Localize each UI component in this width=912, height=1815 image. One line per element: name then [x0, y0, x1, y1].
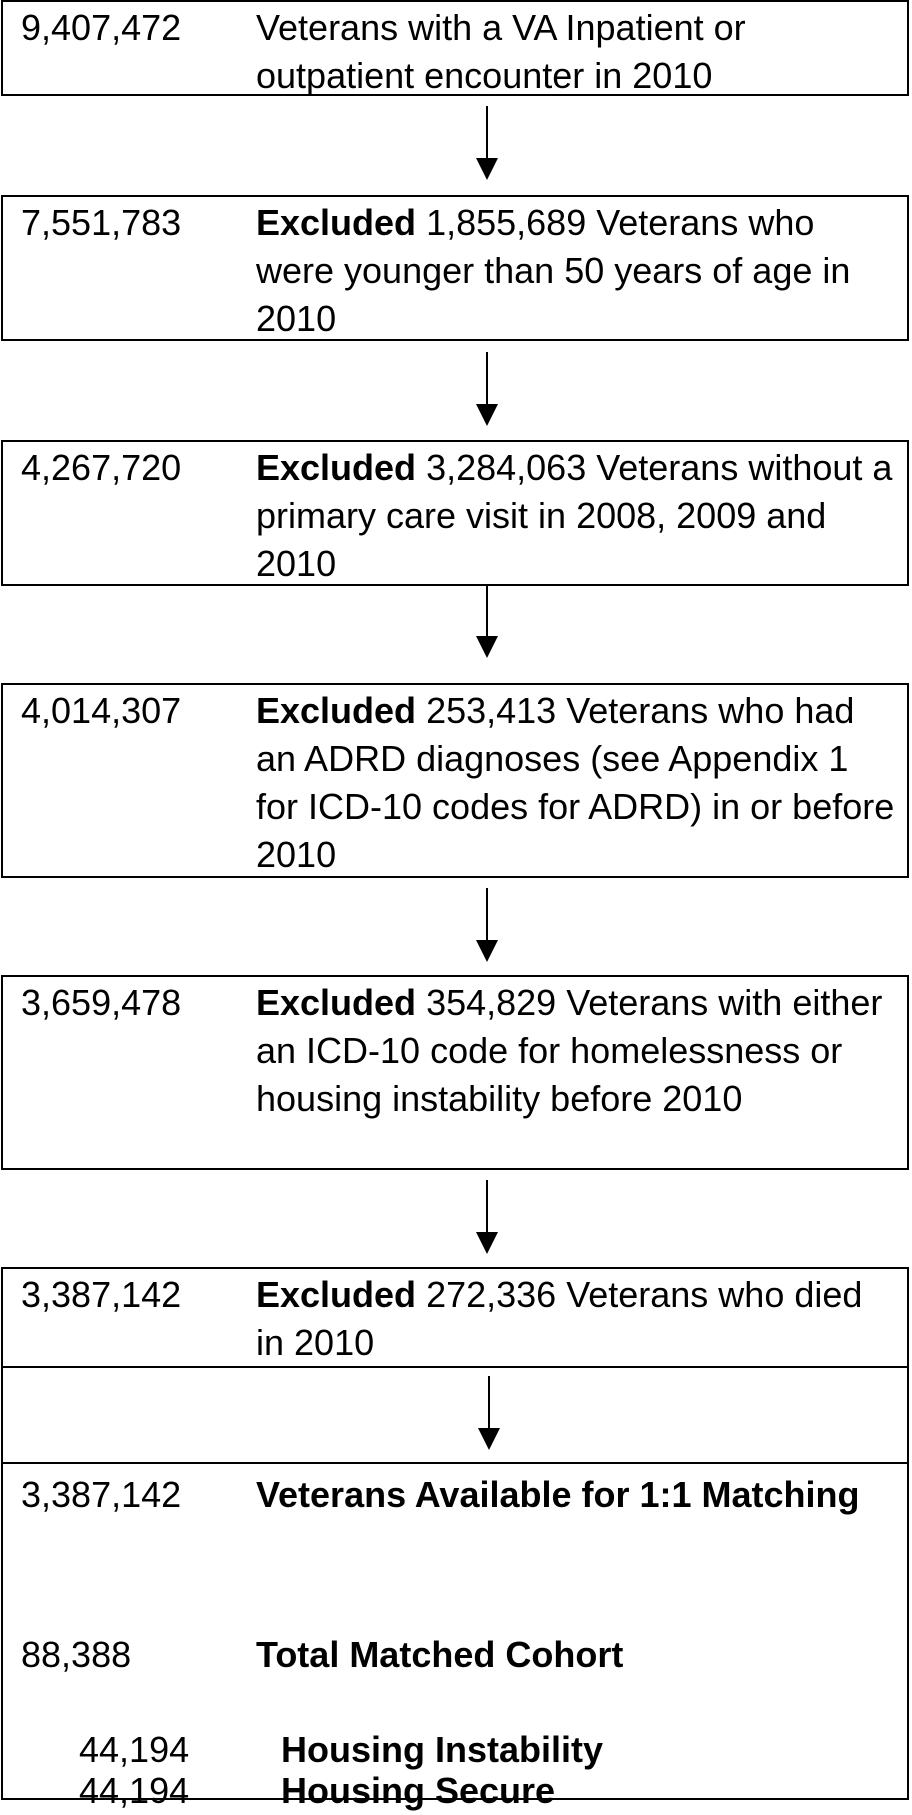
step-count: 4,014,307 — [21, 690, 182, 731]
step-box-2: 7,551,783 Excluded 1,855,689 Veterans wh… — [1, 195, 909, 341]
step-text: Veterans with a VA Inpatient or outpatie… — [256, 7, 746, 96]
group-label-housing-instability: Housing Instability — [281, 1729, 604, 1770]
excluded-label: Excluded — [256, 982, 417, 1023]
excluded-label: Excluded — [256, 1274, 417, 1315]
step-box-5: 3,659,478 Excluded 354,829 Veterans with… — [1, 975, 909, 1170]
flow-arrow — [476, 106, 498, 180]
excluded-label: Excluded — [256, 690, 417, 731]
box-divider — [3, 1366, 907, 1368]
step-count: 7,551,783 — [21, 202, 182, 243]
excluded-label: Excluded — [256, 447, 417, 488]
flow-arrow — [478, 1376, 500, 1450]
available-count: 3,387,142 — [21, 1474, 182, 1515]
step-text: 3,284,063 Veterans without a primary car… — [256, 447, 893, 584]
group-count-housing-secure: 44,194 — [79, 1770, 190, 1811]
flow-arrow — [476, 888, 498, 962]
step-description: Excluded 253,413 Veterans who had an ADR… — [256, 687, 895, 879]
matched-label: Total Matched Cohort — [256, 1634, 624, 1675]
step-count: 9,407,472 — [21, 7, 182, 48]
step-count: 4,267,720 — [21, 447, 182, 488]
box-divider — [3, 1462, 907, 1464]
step-description: Excluded 272,336 Veterans who died in 20… — [256, 1271, 895, 1367]
step-text: 272,336 Veterans who died in 2010 — [256, 1274, 863, 1363]
step-count: 3,659,478 — [21, 982, 182, 1023]
step-count: 3,387,142 — [21, 1274, 182, 1315]
step-box-3: 4,267,720 Excluded 3,284,063 Veterans wi… — [1, 440, 909, 586]
step-text: 354,829 Veterans with either an ICD-10 c… — [256, 982, 883, 1119]
excluded-label: Excluded — [256, 202, 417, 243]
step-box-1: 9,407,472 Veterans with a VA Inpatient o… — [1, 0, 909, 96]
flow-arrow — [476, 352, 498, 426]
step-box-4: 4,014,307 Excluded 253,413 Veterans who … — [1, 683, 909, 878]
step-text: 1,855,689 Veterans who were younger than… — [256, 202, 851, 339]
step-text: 253,413 Veterans who had an ADRD diagnos… — [256, 690, 895, 875]
flow-arrow — [476, 584, 498, 658]
step-box-6: 3,387,142 Excluded 272,336 Veterans who … — [1, 1267, 909, 1811]
group-count-housing-instability: 44,194 — [79, 1729, 190, 1770]
flow-arrow — [476, 1180, 498, 1254]
step-description: Excluded 354,829 Veterans with either an… — [256, 979, 895, 1123]
available-label: Veterans Available for 1:1 Matching — [256, 1474, 860, 1515]
group-label-housing-secure: Housing Secure — [281, 1770, 556, 1811]
step-description: Excluded 1,855,689 Veterans who were you… — [256, 199, 895, 343]
step-description: Veterans with a VA Inpatient or outpatie… — [256, 4, 895, 100]
matched-count: 88,388 — [21, 1634, 132, 1675]
step-description: Excluded 3,284,063 Veterans without a pr… — [256, 444, 895, 588]
